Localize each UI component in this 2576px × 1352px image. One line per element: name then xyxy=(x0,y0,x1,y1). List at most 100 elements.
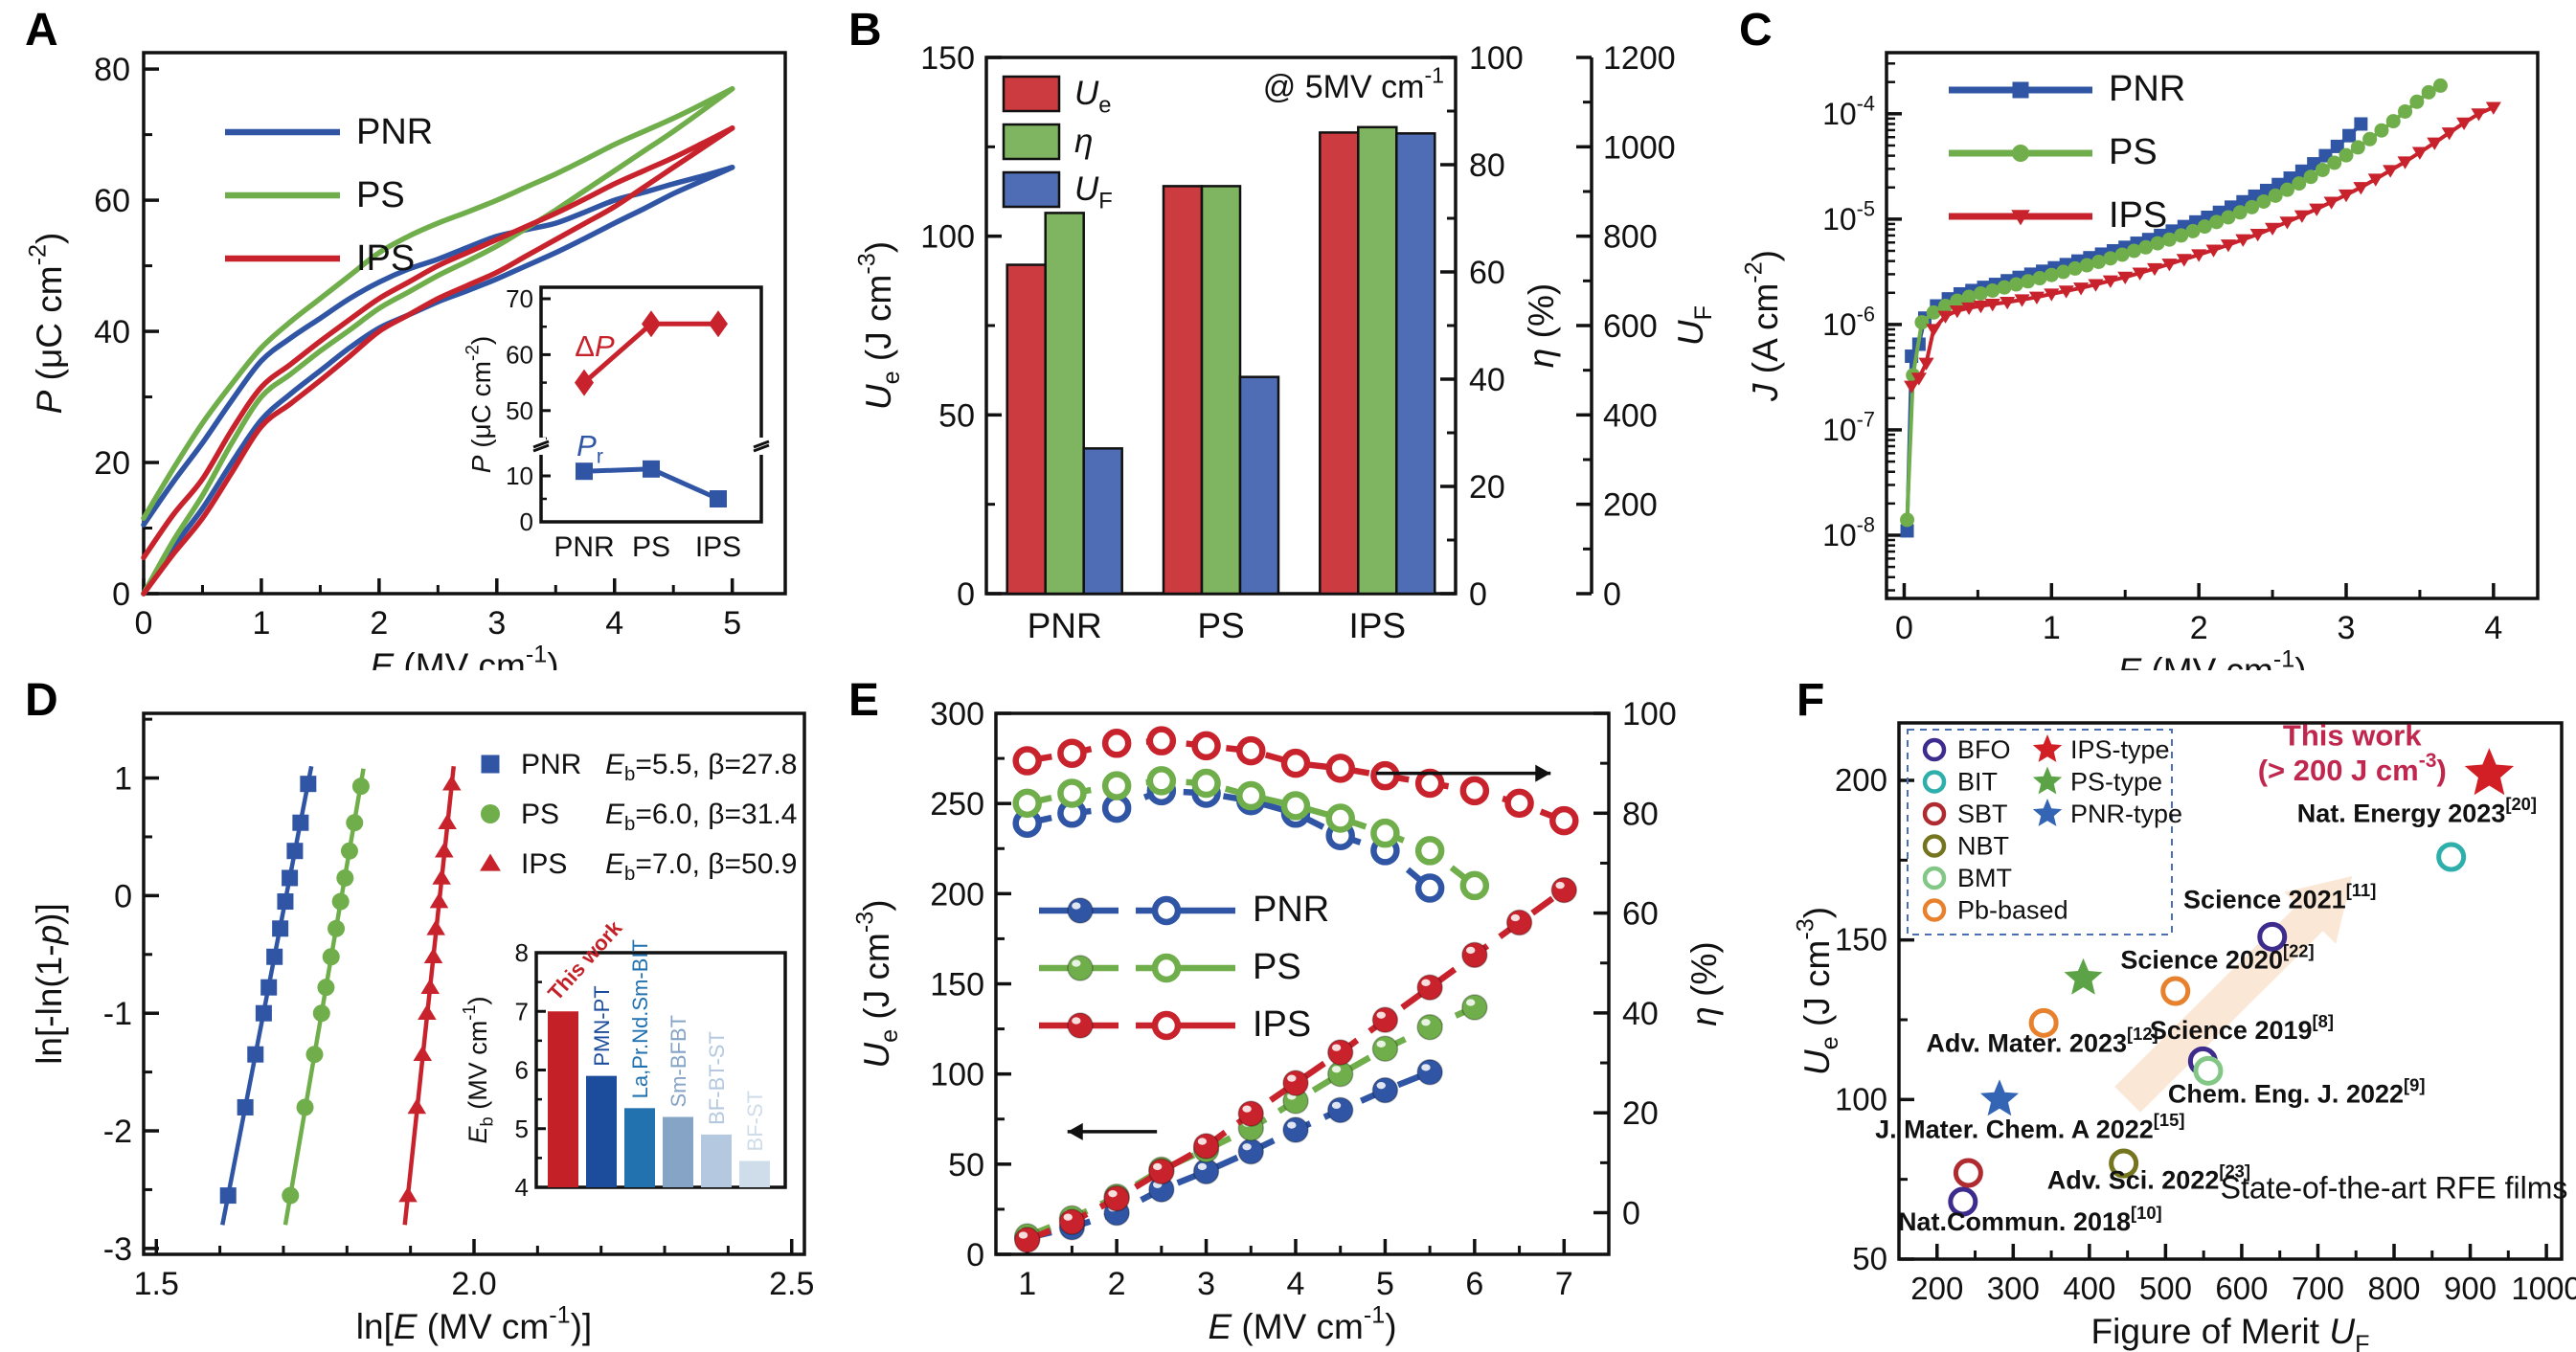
inset-tick: 7 xyxy=(515,997,529,1025)
point-label: Science 2021[11] xyxy=(2183,880,2376,913)
legend-circle xyxy=(1922,801,1947,826)
eta-point xyxy=(1146,766,1177,796)
marker-circle xyxy=(2185,223,2201,238)
inset-bar xyxy=(586,1075,617,1187)
legend-open xyxy=(1151,895,1182,926)
marker-triangle-down xyxy=(2279,216,2295,230)
sphere-highlight xyxy=(1287,1121,1297,1129)
marker-circle xyxy=(1961,289,1977,304)
legend-label: BIT xyxy=(1957,768,1998,797)
eta-point xyxy=(1325,754,1355,783)
eta-axis-title: η (%) xyxy=(1684,941,1724,1025)
panel-E: E 1 2 3 4 5 6 7 0 50 100 150 200 250 300 0 20 40 60 80 100 E… xyxy=(843,670,1791,1352)
marker-triangle-down xyxy=(2367,173,2384,187)
marker-circle xyxy=(336,868,354,887)
y-axis-title: Ue (J cm-3) xyxy=(1792,907,1843,1075)
inset-y-title: Eb (MV cm-1) xyxy=(459,996,497,1143)
marker-square xyxy=(277,893,294,911)
Ue-point xyxy=(1237,1100,1265,1127)
marker-triangle-down xyxy=(1904,380,1920,394)
left-tick-label: 0 xyxy=(966,1237,984,1273)
y-tick-label: -2 xyxy=(103,1114,132,1150)
point-label: Nat. Energy 2023[20] xyxy=(2297,794,2537,827)
sphere-body xyxy=(1371,1076,1399,1104)
inset-tick: 10 xyxy=(506,462,533,490)
legend-label: IPS xyxy=(356,238,415,279)
chart-F: 200 300 400 500 600 700 800 900 1000 50 100 150 200 F… xyxy=(1792,718,2576,1352)
eta-point xyxy=(1280,791,1311,821)
line xyxy=(532,439,550,449)
marker-triangle-down xyxy=(2235,234,2251,247)
Ue-point xyxy=(1282,1116,1309,1143)
x-tick-label: 2 xyxy=(1108,1266,1126,1302)
x-tick-label: 3 xyxy=(2338,610,2356,646)
legend-dash-gap xyxy=(1119,1021,1136,1030)
marker-triangle-up xyxy=(435,842,454,858)
marker-triangle-up xyxy=(432,868,451,885)
marker-circle xyxy=(2091,254,2107,269)
axis-frame xyxy=(539,285,763,524)
marker-diamond xyxy=(575,369,594,396)
legend-swatch xyxy=(1002,170,1061,209)
panel-C: C 0 1 2 3 4 10-8 10-7 10-6 10-5 10-4 E (MV cm-1) J … xyxy=(1733,0,2576,690)
x-tick-label: 0 xyxy=(135,605,153,642)
panel-C-chart: 0 1 2 3 4 10-8 10-7 10-6 10-5 10-4 E (MV cm-1) J (A… xyxy=(1740,51,2540,690)
legend-circle xyxy=(1922,898,1947,922)
sphere-highlight xyxy=(1421,1019,1431,1026)
inset-tick: 60 xyxy=(506,340,533,369)
sphere-highlight xyxy=(1510,913,1521,922)
eta-point xyxy=(1057,738,1087,768)
sphere-body xyxy=(1326,1039,1354,1066)
legend-label: PS-type xyxy=(2070,768,2162,797)
x-axis-title: E (MV cm-1) xyxy=(370,641,558,670)
x-tick-label: 2 xyxy=(370,605,388,642)
marker-triangle-up xyxy=(398,1186,418,1203)
inset-tick: 70 xyxy=(506,284,533,313)
bar-right2-0 xyxy=(1082,447,1123,596)
inset-tick: 0 xyxy=(520,507,533,536)
x-tick-label: 1 xyxy=(2043,610,2061,646)
marker-circle xyxy=(2315,162,2330,177)
x-tick-label: 5 xyxy=(1376,1266,1394,1302)
weibull-fit-PNR xyxy=(220,765,314,1226)
marker-triangle-up xyxy=(438,813,457,830)
marker-triangle-down xyxy=(2191,249,2207,262)
y-tick-label: 20 xyxy=(94,445,130,482)
left-axis-title: Ue (J cm-3) xyxy=(851,899,903,1068)
sphere-body xyxy=(1067,897,1094,924)
marker-circle xyxy=(312,1004,330,1023)
eta-point xyxy=(1146,726,1177,755)
legend-name: PS xyxy=(521,799,559,830)
marker-circle xyxy=(481,804,500,823)
legend-label: PS xyxy=(2109,132,2158,172)
left-tick-label: 50 xyxy=(948,1147,984,1183)
marker-circle xyxy=(2150,236,2165,251)
sphere-body xyxy=(1237,1100,1265,1127)
marker-circle xyxy=(328,919,346,937)
y-tick-label: 50 xyxy=(1852,1241,1887,1276)
x-tick-label: 1 xyxy=(1018,1266,1036,1302)
sphere-body xyxy=(1067,1012,1094,1039)
legend-label: BFO xyxy=(1957,735,2011,764)
marker-triangle-down xyxy=(2441,127,2457,141)
marker-circle xyxy=(2103,251,2118,266)
eta-tick-label: 60 xyxy=(1622,896,1659,933)
sphere-highlight xyxy=(1421,979,1431,986)
marker-triangle-up xyxy=(429,892,449,909)
line xyxy=(753,443,770,453)
leakage-line-IPS xyxy=(1909,105,2495,388)
left-axis-title: Ue (J cm-3) xyxy=(853,241,905,410)
legend-name: IPS xyxy=(521,848,567,880)
marker-square xyxy=(237,1098,254,1115)
legend-eq: Eb=7.0, β=50.9 xyxy=(605,848,797,885)
marker-triangle-down xyxy=(2249,228,2266,242)
y-tick-label: 0 xyxy=(112,576,130,613)
legend-eq: Eb=6.0, β=31.4 xyxy=(605,799,797,835)
inset-tick: 4 xyxy=(515,1173,529,1202)
x-tick-label: 0 xyxy=(1895,610,1913,646)
sphere-body xyxy=(1416,1013,1443,1041)
marker-triangle-down xyxy=(1973,300,1989,314)
legend-circle xyxy=(1922,834,1947,858)
y-tick-label: 0 xyxy=(114,878,132,914)
